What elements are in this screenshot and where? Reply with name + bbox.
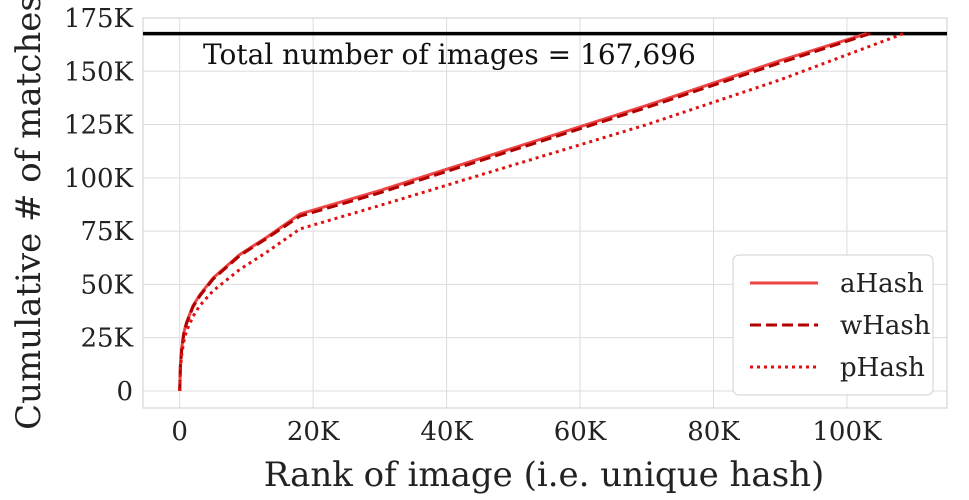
x-tick-labels: 0 20K 40K 60K 80K 100K [171, 417, 882, 447]
y-tick-labels: 0 25K 50K 75K 100K 125K 150K 175K [64, 4, 134, 407]
series-line-phash [178, 32, 905, 392]
x-tick-label: 100K [812, 417, 882, 447]
y-tick-label: 75K [80, 217, 133, 247]
y-tick-label: 25K [80, 324, 133, 354]
y-tick-label: 100K [64, 164, 134, 194]
series-lines [178, 32, 905, 392]
legend-label-ahash: aHash [840, 269, 924, 299]
plot-area-frame [142, 17, 948, 409]
total-images-annotation: Total number of images = 167,696 [203, 38, 696, 71]
legend-box [732, 254, 934, 396]
y-tick-label: 0 [116, 377, 133, 407]
x-tick-label: 0 [171, 417, 188, 447]
y-tick-label: 125K [64, 111, 134, 141]
legend-label-phash: pHash [840, 353, 925, 383]
x-tick-label: 40K [420, 417, 473, 447]
x-tick-label: 20K [287, 417, 340, 447]
y-axis-title: Cumulative # of matches [9, 0, 49, 430]
legend-label-whash: wHash [840, 311, 931, 341]
y-tick-label: 150K [64, 57, 134, 87]
y-tick-label: 50K [80, 270, 133, 300]
x-tick-label: 60K [554, 417, 607, 447]
y-tick-label: 175K [64, 4, 134, 34]
x-axis-title: Rank of image (i.e. unique hash) [264, 455, 825, 495]
x-tick-label: 80K [687, 417, 740, 447]
legend: aHash wHash pHash [732, 254, 934, 396]
